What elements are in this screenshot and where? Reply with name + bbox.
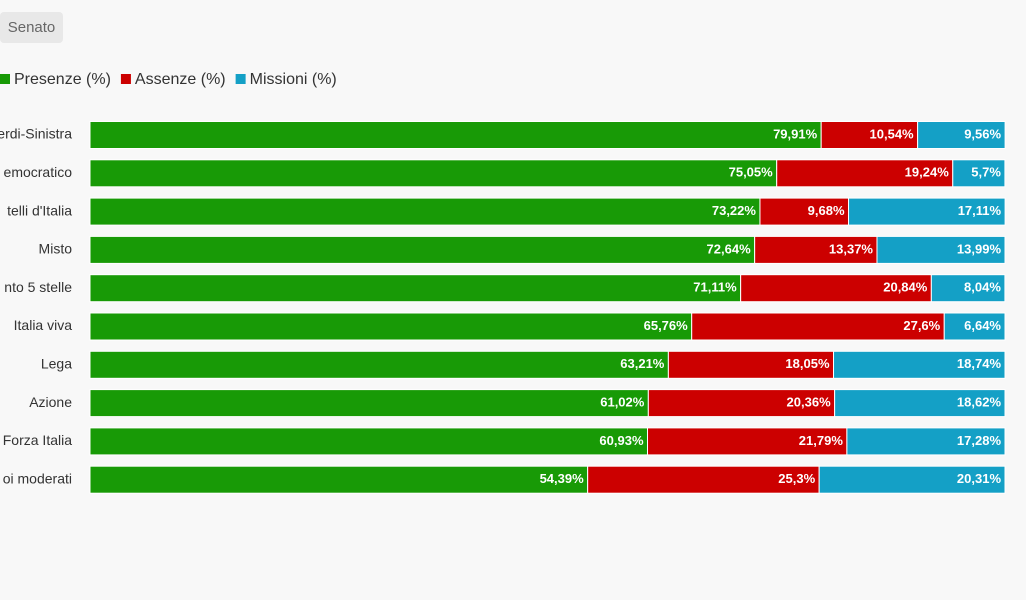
value-label: 75,05% xyxy=(729,165,774,180)
value-label: 18,74% xyxy=(957,356,1002,371)
value-label: 20,84% xyxy=(883,280,928,295)
y-tick-label: Azione xyxy=(29,394,72,410)
value-label: 65,76% xyxy=(644,318,689,333)
y-tick-label: nto 5 stelle xyxy=(4,279,72,295)
value-label: 13,99% xyxy=(957,241,1002,256)
value-label: 17,28% xyxy=(957,433,1002,448)
value-label: 61,02% xyxy=(600,395,645,410)
bar-segment xyxy=(89,235,756,264)
bar-segment xyxy=(89,350,669,379)
bar-segment xyxy=(89,389,649,418)
y-tick-label: Italia viva xyxy=(14,317,73,333)
y-tick-label: Lega xyxy=(41,356,72,372)
bar-segment xyxy=(818,465,1006,494)
value-label: 13,37% xyxy=(829,241,874,256)
value-label: 25,3% xyxy=(778,471,815,486)
bar-segment xyxy=(89,159,778,188)
legend-label: Missioni (%) xyxy=(250,71,337,88)
value-label: 27,6% xyxy=(903,318,940,333)
bar-segment xyxy=(667,350,835,379)
value-label: 19,24% xyxy=(905,165,950,180)
value-label: 9,68% xyxy=(808,203,845,218)
bar-segment xyxy=(754,235,878,264)
y-tick-label: Misto xyxy=(39,241,73,257)
value-label: 18,62% xyxy=(957,395,1002,410)
value-label: 60,93% xyxy=(599,433,644,448)
bar-segment xyxy=(930,274,1006,303)
value-label: 20,31% xyxy=(957,471,1002,486)
bar-segment xyxy=(89,274,742,303)
value-label: 5,7% xyxy=(971,165,1001,180)
bar-segment xyxy=(89,465,589,494)
bar-segment xyxy=(776,159,954,188)
y-tick-label: emocratico xyxy=(4,164,73,180)
bar-segment xyxy=(89,312,693,341)
value-label: 71,11% xyxy=(693,280,737,295)
bar-segment xyxy=(846,427,1006,456)
bar-segment xyxy=(587,465,820,494)
bar-segment xyxy=(917,121,1006,149)
value-label: 20,36% xyxy=(787,395,832,410)
bar-segment xyxy=(759,197,850,226)
y-tick-label: erdi-Sinistra xyxy=(0,126,72,142)
y-tick-label: telli d'Italia xyxy=(7,202,72,218)
bar-segment xyxy=(89,121,822,149)
bar-segment xyxy=(833,350,1006,379)
value-label: 6,64% xyxy=(964,318,1001,333)
value-label: 18,05% xyxy=(785,356,830,371)
value-label: 73,22% xyxy=(712,203,757,218)
value-label: 8,04% xyxy=(964,280,1001,295)
bar-segment xyxy=(848,197,1006,226)
value-label: 63,21% xyxy=(620,356,665,371)
bar-segment xyxy=(647,427,848,456)
tab-button[interactable]: Senato xyxy=(0,12,63,43)
legend-swatch xyxy=(120,74,131,84)
bar-segment xyxy=(876,235,1006,264)
bar-segment xyxy=(952,159,1006,188)
legend-label: Assenze (%) xyxy=(135,71,226,88)
value-label: 17,11% xyxy=(958,203,1002,218)
value-label: 10,54% xyxy=(870,126,915,141)
value-label: 79,91% xyxy=(773,126,818,141)
bar-segment xyxy=(89,427,649,456)
bar-segment xyxy=(820,121,919,149)
y-tick-label: oi moderati xyxy=(3,470,72,486)
bar-segment xyxy=(740,274,932,303)
value-label: 21,79% xyxy=(799,433,844,448)
value-label: 9,56% xyxy=(964,126,1001,141)
y-tick-label: Forza Italia xyxy=(3,432,72,448)
bar-segment xyxy=(943,312,1006,341)
value-label: 72,64% xyxy=(707,241,752,256)
value-label: 54,39% xyxy=(540,471,585,486)
legend-swatch xyxy=(235,74,246,84)
bar-segment xyxy=(89,197,761,226)
legend-swatch xyxy=(0,74,10,84)
bar-segment xyxy=(834,389,1006,418)
legend-label: Presenze (%) xyxy=(14,71,111,88)
